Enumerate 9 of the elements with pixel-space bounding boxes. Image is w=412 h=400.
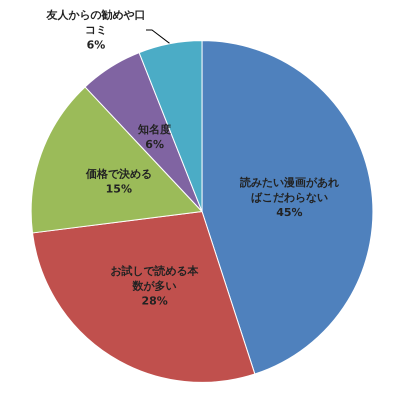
slice-label: 読みたい漫画があればこだわらない [238, 176, 339, 204]
data-label: 6% [145, 138, 164, 151]
slice-label: 友人からの勧めや口コミ [46, 8, 146, 36]
data-label: 28% [141, 294, 168, 308]
data-label: 15% [106, 182, 132, 196]
slice-label: お試しで読める本数が多い [110, 264, 200, 293]
data-label: 45% [276, 206, 303, 220]
slice-label: 価格で決める [84, 168, 152, 181]
data-label: 6% [86, 38, 106, 52]
